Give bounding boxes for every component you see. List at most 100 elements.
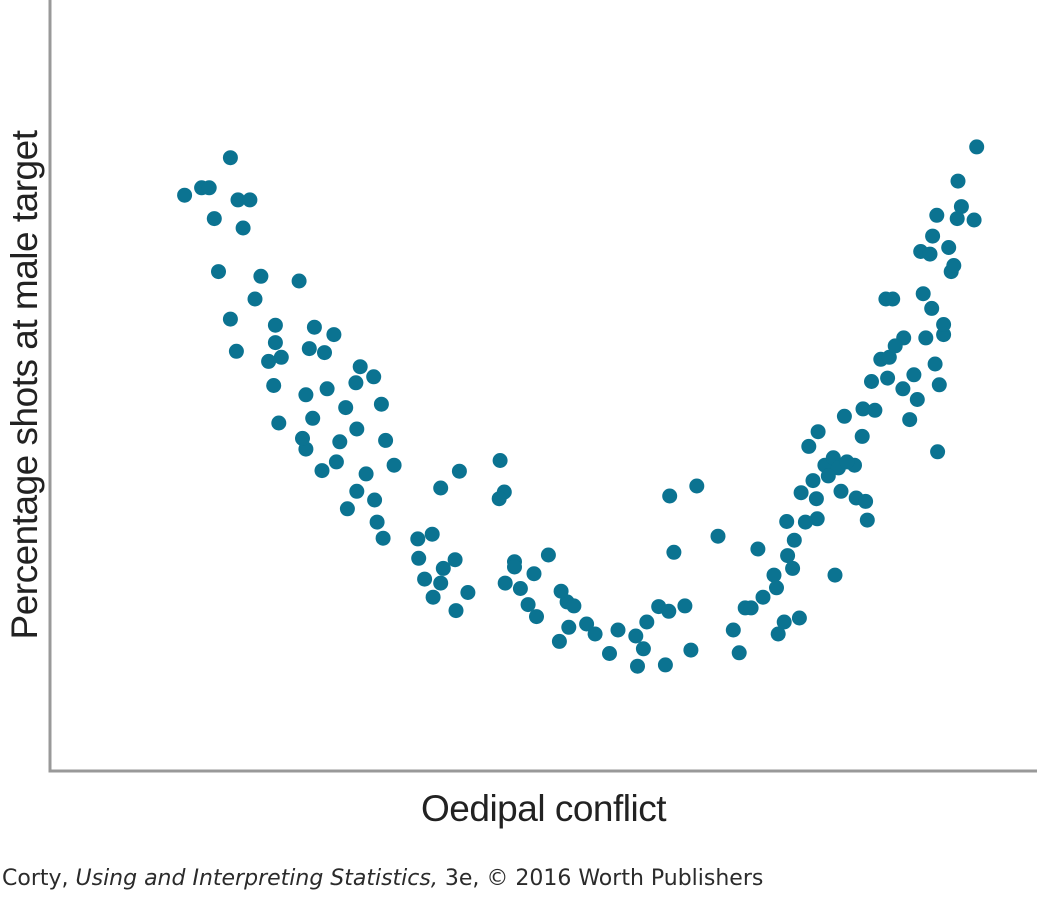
scatter-point (918, 330, 934, 346)
scatter-point (922, 246, 938, 262)
scatter-point (930, 444, 946, 460)
scatter-point (855, 401, 871, 417)
scatter-point (906, 367, 922, 383)
scatter-point (662, 488, 678, 504)
scatter-point (949, 211, 965, 227)
scatter-point (809, 511, 825, 527)
scatter-point (770, 626, 786, 642)
scatter-point (587, 626, 603, 642)
scatter-point (630, 658, 645, 674)
scatter-point (725, 622, 741, 638)
scatter-point (228, 343, 244, 359)
scatter-point (791, 610, 807, 626)
scatter-point (267, 317, 283, 333)
scatter-point (367, 492, 383, 508)
scatter-point (805, 473, 821, 489)
scatter-point (731, 645, 747, 661)
scatter-point (411, 550, 427, 566)
scatter-point (854, 428, 870, 444)
scatter-point (451, 463, 467, 479)
scatter-point (635, 641, 651, 657)
scatter-point (833, 483, 849, 499)
scatter-point (291, 273, 307, 289)
scatter-point (750, 541, 766, 557)
scatter-point (253, 268, 269, 284)
scatter-point (271, 415, 287, 431)
credit-edition: 3e, © 2016 Worth Publishers (437, 866, 764, 891)
scatter-point (332, 434, 348, 450)
scatter-point (885, 291, 901, 307)
scatter-point (864, 374, 879, 389)
scatter-point (827, 567, 843, 583)
scatter-point (222, 311, 238, 327)
scatter-point (925, 228, 941, 244)
scatter-point (526, 566, 542, 582)
scatter-point (909, 392, 925, 407)
scatter-point (410, 531, 426, 547)
credit-author: Corty, (2, 866, 76, 891)
scatter-point (936, 317, 952, 332)
scatter-point (497, 575, 513, 591)
scatter-point (808, 491, 824, 507)
scatter-point (349, 421, 365, 437)
scatter-point (710, 528, 726, 544)
scatter-point (317, 345, 332, 361)
scatter-point (820, 468, 836, 484)
scatter-point (529, 609, 544, 625)
scatter-point (602, 646, 617, 661)
scatter-point (881, 349, 897, 365)
scatter-point (628, 628, 644, 644)
scatter-point (366, 369, 382, 385)
scatter-point (946, 258, 962, 273)
scatter-point (301, 341, 317, 357)
scatter-point (314, 463, 330, 479)
scatter-point (801, 438, 817, 454)
scatter-point (941, 240, 957, 255)
scatter-point (566, 598, 582, 614)
scatter-point (222, 150, 238, 166)
scatter-point (867, 402, 883, 418)
publisher-credit: Corty, Using and Interpreting Statistics… (2, 866, 763, 891)
scatter-point (661, 603, 677, 619)
scatter-point (755, 589, 771, 605)
scatter-point (273, 349, 289, 365)
scatter-point (319, 381, 335, 397)
scatter-point (230, 192, 246, 208)
scatter-point (492, 453, 508, 468)
scatter-point (261, 353, 277, 369)
scatter-point (836, 408, 852, 424)
scatter-point (880, 370, 896, 386)
scatter-point (657, 657, 673, 673)
scatter-point (435, 560, 451, 576)
scatter-point (895, 381, 911, 397)
scatter-point (793, 485, 809, 501)
y-axis-label: Percentage shots at male target (4, 130, 45, 640)
scatter-point (339, 501, 355, 517)
scatter-point (512, 581, 528, 596)
scatter-point (785, 560, 801, 576)
scatter-point (298, 387, 314, 403)
scatter-point (579, 616, 595, 632)
scatter-point (375, 530, 391, 546)
scatter-point (201, 180, 217, 196)
scatter-point (858, 493, 874, 509)
x-axis-label: Oedipal conflict (421, 788, 666, 829)
scatter-point (433, 480, 449, 496)
scatter-point (924, 300, 940, 316)
scatter-point (326, 327, 342, 343)
scatter-point (953, 199, 969, 215)
scatter-point (540, 547, 556, 563)
scatter-point (839, 454, 855, 470)
scatter-point (743, 600, 759, 616)
scatter-point (915, 286, 931, 302)
scatter-point (386, 457, 402, 473)
scatter-point (247, 291, 263, 307)
scatter-point (295, 430, 310, 446)
scatter-point (561, 619, 577, 635)
scatter-point (520, 597, 536, 613)
scatter-point (689, 478, 705, 494)
scatter-point (266, 378, 282, 393)
data-points (177, 139, 985, 674)
scatter-point (369, 514, 385, 530)
